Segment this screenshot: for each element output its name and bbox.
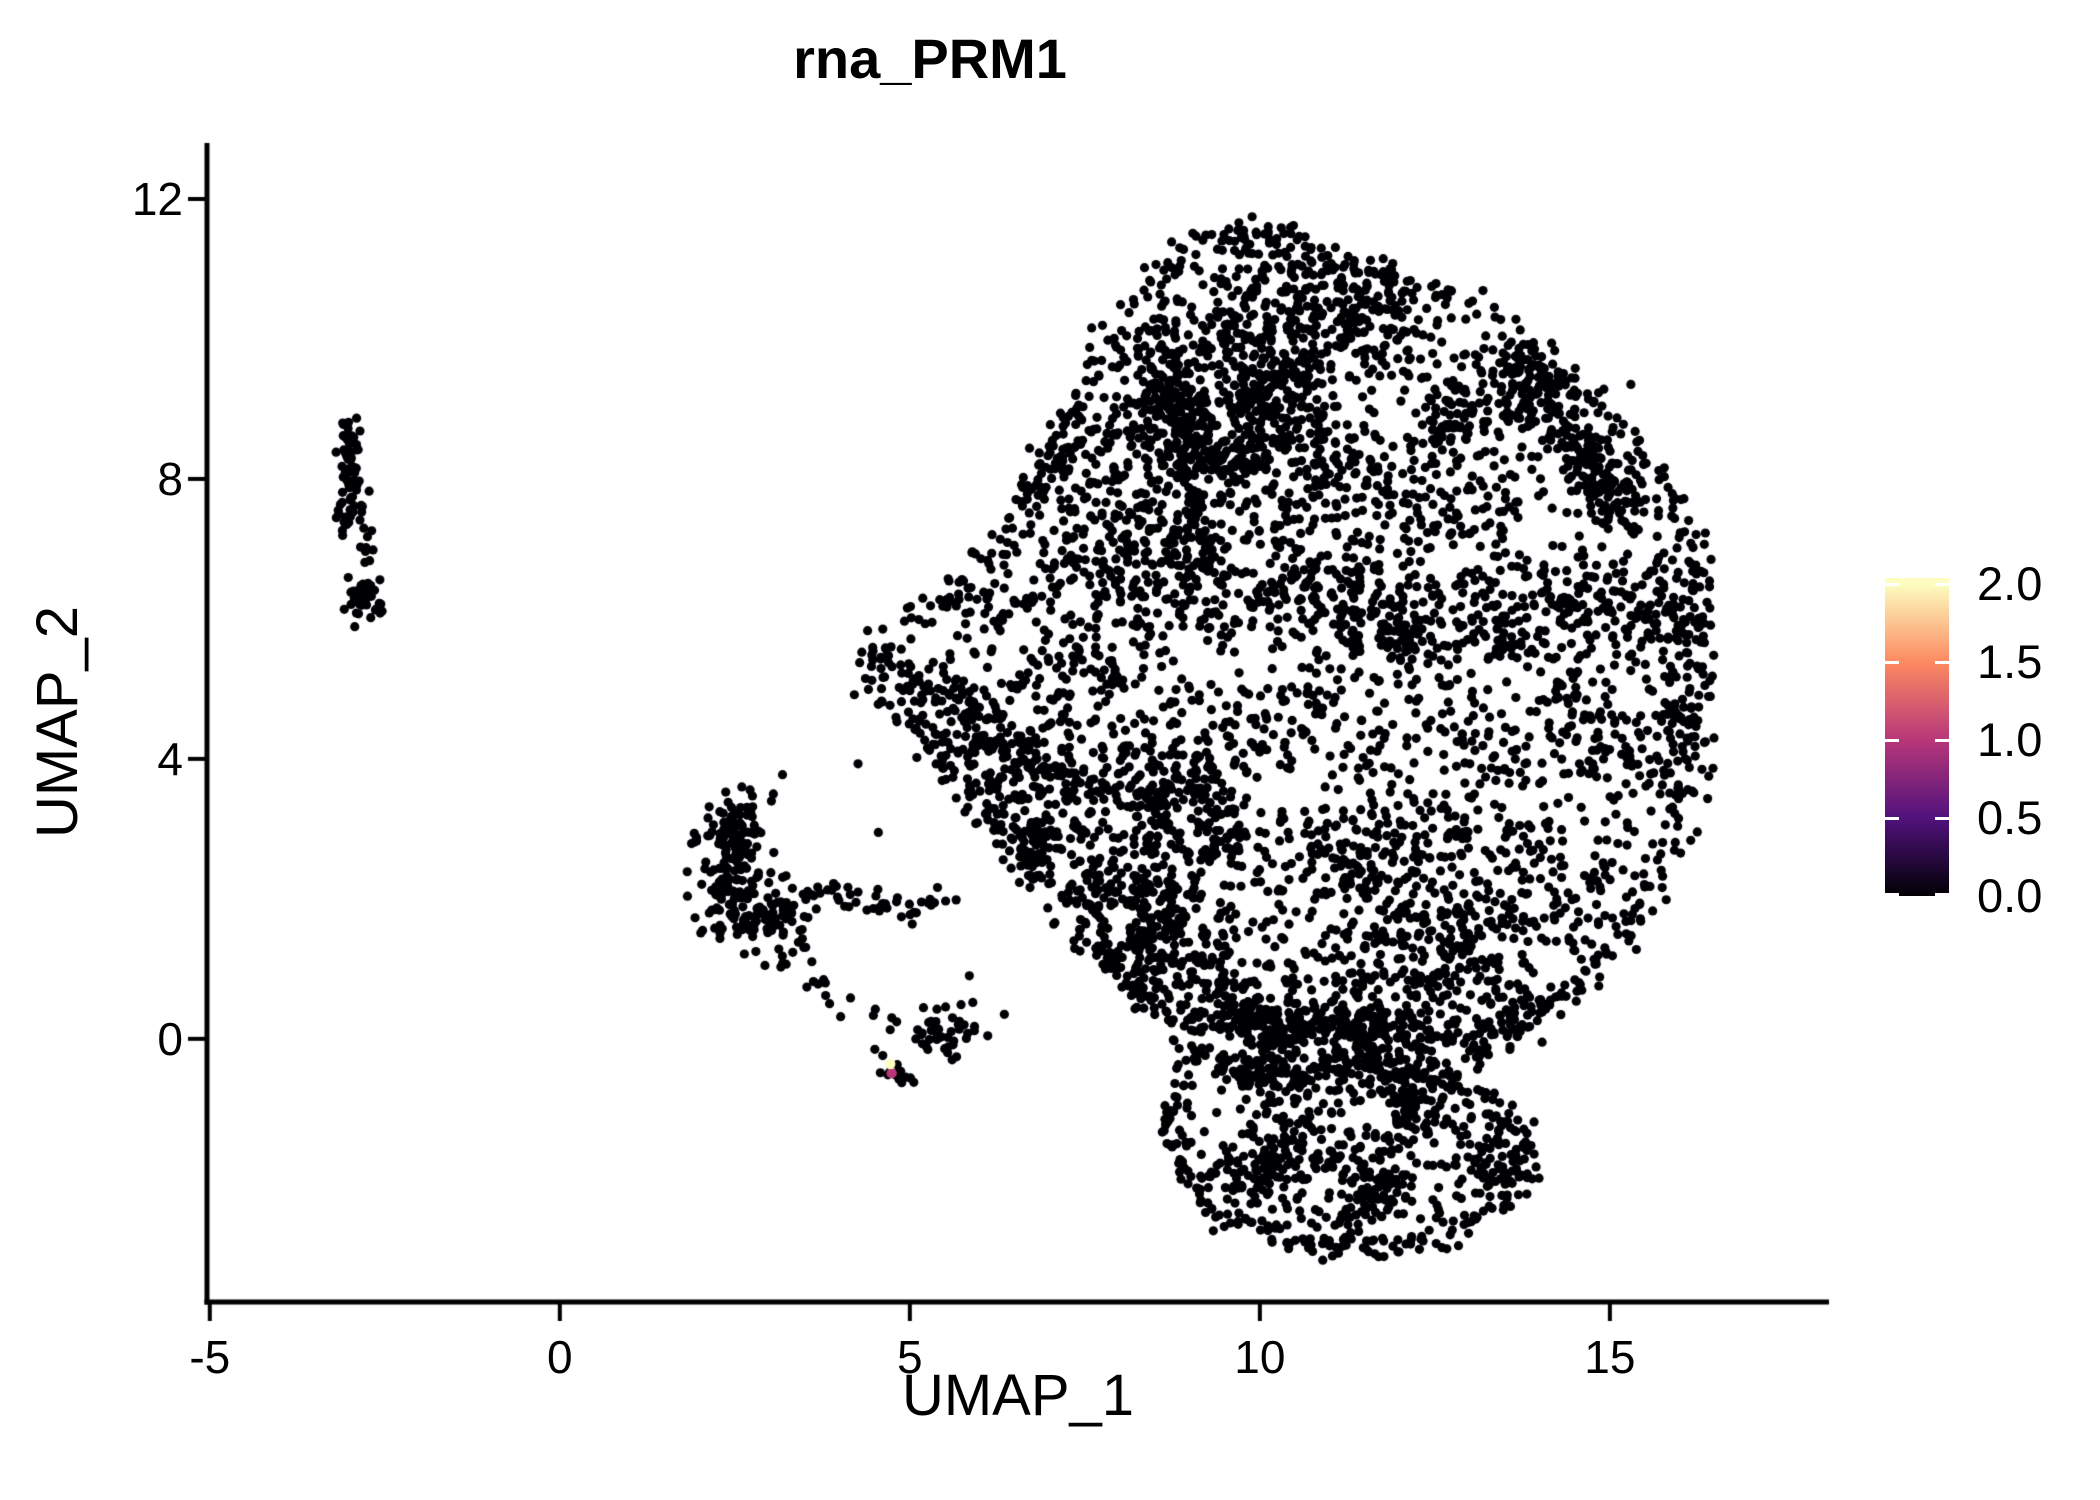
x-axis-title: UMAP_1 (901, 1363, 1135, 1428)
colorbar-tick-label: 1.5 (1977, 635, 2043, 689)
colorbar-tick (1935, 816, 1949, 820)
colorbar-tick (1935, 893, 1949, 896)
colorbar-tick-label: 1.0 (1977, 713, 2043, 767)
colorbar-tick (1885, 893, 1899, 896)
y-tick-label: 8 (157, 452, 183, 505)
x-tick-label: 5 (897, 1331, 923, 1383)
colorbar-tick (1935, 660, 1949, 664)
colorbar-tick-label: 0.5 (1977, 791, 2043, 845)
x-tick-label: 10 (1234, 1331, 1286, 1383)
y-tick-label: 12 (131, 172, 183, 225)
plot-title: rna_PRM1 (793, 27, 1067, 90)
colorbar-tick-label: 0.0 (1977, 869, 2043, 922)
colorbar-tick-label: 2.0 (1977, 557, 2043, 611)
colorbar-tick (1885, 582, 1899, 586)
colorbar-gradient (1885, 578, 1949, 896)
y-tick-label: 0 (157, 1012, 183, 1065)
colorbar-tick (1935, 582, 1949, 586)
y-axis-title: UMAP_2 (25, 605, 90, 839)
y-tick-label: 4 (157, 732, 183, 785)
colorbar-tick (1885, 660, 1899, 664)
colorbar-tick (1885, 816, 1899, 820)
x-tick-label: 15 (1584, 1331, 1636, 1383)
x-tick-label: -5 (189, 1331, 231, 1383)
colorbar-tick (1885, 738, 1899, 742)
colorbar-tick (1935, 738, 1949, 742)
x-tick-label: 0 (547, 1331, 573, 1383)
